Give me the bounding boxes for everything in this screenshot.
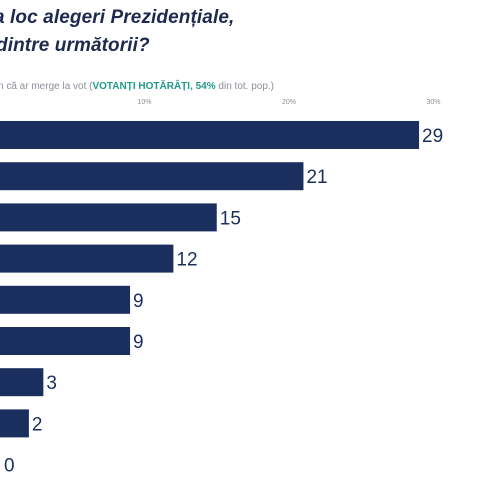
bar-value-label: 3 [46,373,57,394]
subtitle-prefix: n că ar merge la vot ( [0,81,93,92]
subtitle-highlight: VOTANȚI HOTĂRÂȚI, 54% [92,81,216,92]
bar [0,244,174,273]
bar-value-label: 21 [306,167,327,188]
title-line-2: dintre următorii? [0,35,150,56]
bar [0,368,44,397]
bar-value-label: 29 [422,126,443,147]
title-line-1: a loc alegeri Prezidențiale, [0,7,235,28]
bar-value-label: 12 [176,250,197,271]
bar-value-label: 9 [133,332,144,353]
bar-value-label: 15 [220,208,241,229]
bar [0,203,217,232]
x-tick-label: 10% [137,99,151,106]
bar-value-label: 2 [32,414,43,435]
subtitle-suffix: din tot. pop.) [215,81,275,92]
chart-subtitle: n că ar merge la vot (VOTANȚI HOTĂRÂȚI, … [0,81,274,92]
bar-value-label: 0 [4,456,15,477]
bar [0,162,304,191]
x-tick-label: 30% [426,99,440,106]
bar [0,285,131,314]
bar [0,327,131,355]
x-tick-label: 20% [282,99,296,106]
bar [0,121,420,149]
bar-value-label: 9 [133,291,144,312]
bar [0,409,29,438]
